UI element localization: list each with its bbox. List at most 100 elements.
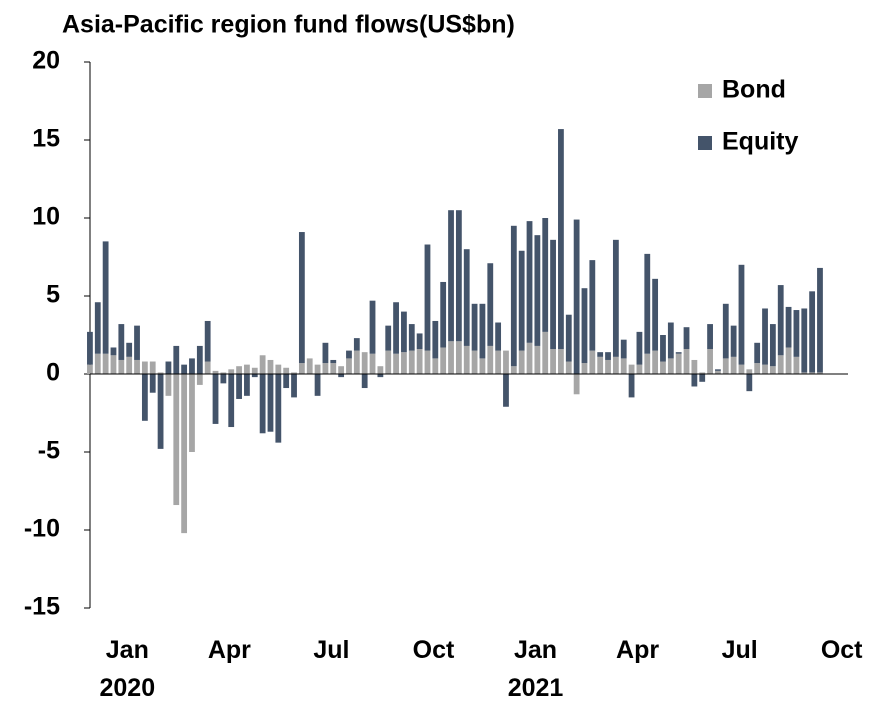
x-tick-label: Apr [208,636,251,664]
bar-segment [189,358,195,374]
bar-segment [652,350,659,374]
bar-segment [785,306,792,348]
bar-segment [636,331,643,365]
bar-segment [675,352,682,354]
bar-segment [495,322,502,351]
bar-segment [793,310,800,357]
bar-segment [118,359,125,374]
bar-segment [620,358,627,374]
bar-segment [715,370,721,374]
bar-segment [181,364,188,374]
bar-segment [715,369,721,371]
bar-segment [738,264,745,365]
bar-segment [612,356,619,374]
bar-segment [463,249,470,346]
bar-segment [667,322,674,359]
bar-segment [683,349,690,374]
bar-segment [236,374,242,399]
bar-segment [141,374,148,421]
legend-label: Bond [722,76,786,104]
bar-segment [518,250,525,351]
bar-segment [259,374,266,434]
bar-segment [817,372,823,374]
bar-segment [589,350,596,374]
bar-segment [534,235,541,346]
bar-segment [346,358,352,374]
bar-segment [149,374,156,393]
bar-segment [660,361,666,374]
bar-segment [424,244,431,351]
x-tick-label-line: Jan [514,636,557,664]
bar-segment [644,253,651,354]
bar-segment [416,333,423,350]
bar-segment [87,364,93,374]
bar-segment [628,364,635,374]
bar-segment [275,364,282,374]
bar-segment [605,359,611,374]
bar-segment [291,372,297,374]
y-tick-label: -10 [24,515,60,543]
bar-segment [204,361,211,374]
x-tick-label-line: 2020 [100,674,156,702]
bar-segment [189,374,195,452]
x-tick-label: Oct [413,636,455,664]
bar-segment [165,374,172,396]
y-tick-label: -5 [38,437,60,465]
bar-segment [777,355,784,374]
bar-segment [628,374,635,398]
bar-segment [503,350,509,374]
bar-segment [228,369,235,374]
bar-segment [660,335,666,362]
bar-segment [134,359,140,374]
bar-segment [526,342,533,374]
x-tick-label-line: Apr [616,636,659,664]
bar-segment [707,324,713,350]
bar-segment [809,291,816,373]
bar-segment [94,302,101,354]
legend-swatch [698,136,712,150]
bar-segment [165,361,172,374]
bar-segment [369,353,376,374]
bar-segment [181,374,188,534]
bar-segment [620,339,627,359]
bar-segment [573,374,580,395]
bar-segment [102,353,109,374]
bar-segment [393,302,399,354]
bar-segment [110,347,117,356]
bar-segment [542,331,549,374]
bar-segment [440,281,447,348]
bar-segment [754,342,761,364]
bar-segment [479,358,486,374]
bar-segment [455,341,462,374]
y-tick-label: -15 [24,593,60,621]
bar-segment [259,355,266,374]
bar-segment [707,349,713,374]
legend-swatch [698,84,712,98]
bar-segment [793,356,800,374]
bar-segment [338,366,345,374]
bar-segment [455,210,462,342]
bar-segment [149,361,156,374]
bar-segment [471,350,478,374]
bar-segment [769,366,776,374]
bar-segment [110,355,117,374]
bar-segment [244,364,250,374]
bar-segment [408,350,415,374]
bar-segment [440,347,447,374]
x-tick-label-line: Jul [313,636,349,664]
x-tick-label: Jul [313,636,349,664]
bar-segment [589,260,596,351]
bar-segment [267,374,274,432]
bar-segment [204,320,211,362]
bar-segment [251,367,258,374]
bar-segment [244,374,250,396]
bar-segment [212,374,219,424]
bar-segment [565,361,572,374]
x-tick-label-line: Oct [821,636,863,664]
bar-segment [306,358,313,374]
bar-segment [691,374,698,387]
bar-segment [471,303,478,351]
bar-segment [581,363,588,374]
bar-segment [393,353,399,374]
x-tick-label-line: Oct [413,636,455,664]
